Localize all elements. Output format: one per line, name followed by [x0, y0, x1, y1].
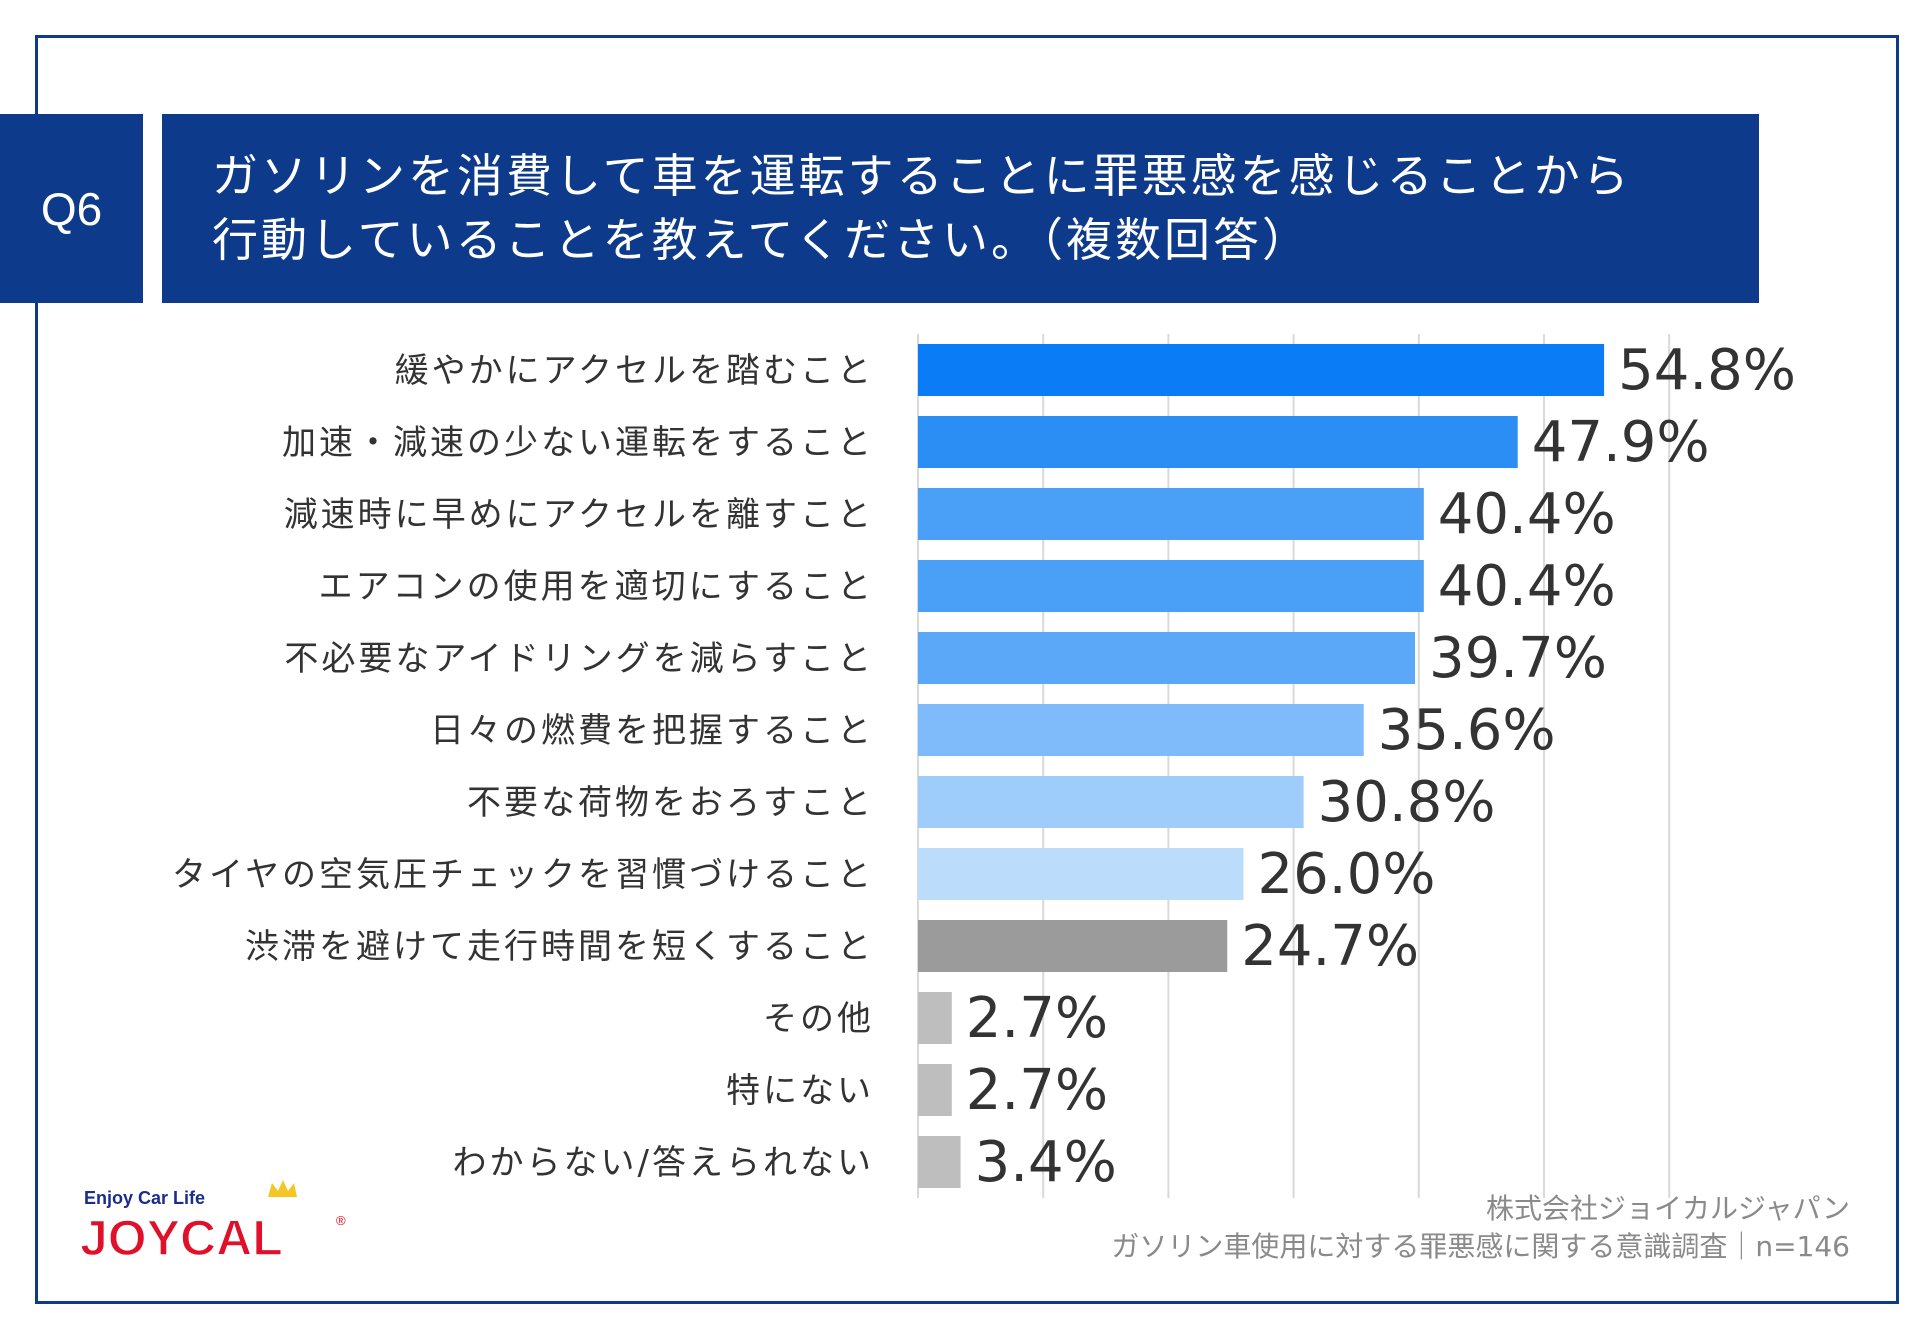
value-label: 26.0%	[1258, 842, 1436, 907]
source-note: 株式会社ジョイカルジャパン ガソリン車使用に対する罪悪感に関する意識調査｜n=1…	[1111, 1190, 1850, 1266]
bar	[918, 704, 1364, 756]
category-label: 不要な荷物をおろすこと	[467, 783, 874, 823]
category-label: 渋滞を避けて走行時間を短くすること	[245, 927, 874, 967]
bar	[918, 560, 1424, 612]
bar	[918, 776, 1304, 828]
category-label: わからない/答えられない	[453, 1143, 874, 1183]
value-label: 3.4%	[975, 1130, 1117, 1195]
value-label: 2.7%	[966, 1058, 1108, 1123]
category-label: 減速時に早めにアクセルを離すこと	[284, 495, 874, 535]
source-company: 株式会社ジョイカルジャパン	[1485, 1192, 1850, 1225]
category-label: 加速・減速の少ない運転をすること	[282, 423, 874, 463]
category-label: その他	[763, 999, 874, 1039]
value-label: 24.7%	[1241, 914, 1419, 979]
source-survey: ガソリン車使用に対する罪悪感に関する意識調査｜n=146	[1111, 1230, 1850, 1263]
value-label: 2.7%	[966, 986, 1108, 1051]
bar	[918, 992, 952, 1044]
question-banner: ガソリンを消費して車を運転することに罪悪感を感じることから 行動していることを教…	[162, 114, 1759, 303]
category-label: エアコンの使用を適切にすること	[319, 567, 874, 607]
joycal-logo: Enjoy Car Life JOYCAL ®	[79, 1180, 346, 1265]
value-label: 40.4%	[1438, 482, 1616, 547]
page-frame	[35, 35, 1899, 1304]
value-label: 39.7%	[1429, 626, 1607, 691]
question-text-line1: ガソリンを消費して車を運転することに罪悪感を感じることから	[212, 149, 1632, 203]
bar	[918, 344, 1605, 396]
value-label: 47.9%	[1532, 410, 1710, 475]
logo-wordmark: JOYCAL	[80, 1210, 283, 1265]
value-label: 54.8%	[1618, 338, 1796, 403]
bar	[918, 1136, 961, 1188]
crown-icon	[268, 1180, 297, 1197]
category-label: 緩やかにアクセルを踏むこと	[395, 351, 874, 391]
logo-registered-mark: ®	[336, 1213, 346, 1228]
question-text-line2: 行動していることを教えてください。（複数回答）	[212, 213, 1311, 267]
bar	[918, 632, 1416, 684]
value-label: 40.4%	[1438, 554, 1616, 619]
question-number: Q6	[40, 182, 103, 235]
category-label: 不必要なアイドリングを減らすこと	[284, 639, 874, 679]
logo-tagline: Enjoy Car Life	[84, 1188, 205, 1208]
bar	[918, 488, 1424, 540]
category-label: タイヤの空気圧チェックを習慣づけること	[172, 855, 874, 895]
bar	[918, 920, 1228, 972]
category-label: 特にない	[726, 1071, 874, 1111]
category-label: 日々の燃費を把握すること	[430, 711, 874, 751]
question-badge: Q6	[0, 114, 143, 303]
value-label: 30.8%	[1318, 770, 1496, 835]
bar	[918, 1064, 952, 1116]
value-label: 35.6%	[1378, 698, 1556, 763]
bar	[918, 416, 1518, 468]
bar	[918, 848, 1244, 900]
